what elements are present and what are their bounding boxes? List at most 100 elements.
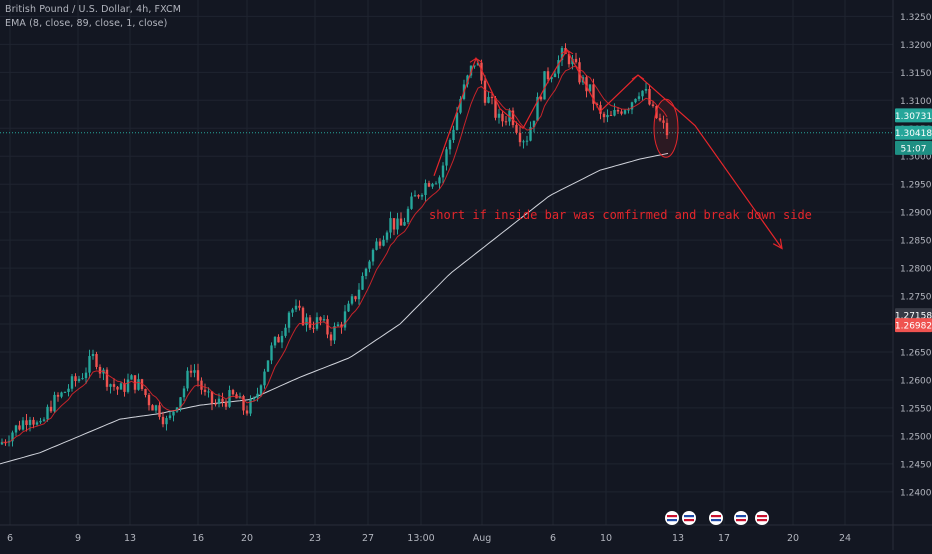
zigzag-pattern-line [433,48,783,249]
candle-body [424,183,427,195]
drawing-layer[interactable] [433,48,783,250]
peak-marker [469,57,483,63]
candle-body [637,96,641,99]
candle-body [81,378,84,380]
annotation-text[interactable]: short if inside bar was comfirmed and br… [429,208,812,222]
candle-body [242,396,245,411]
candle-body [266,360,270,372]
flag-stripe [757,519,767,522]
symbol-title[interactable]: British Pound / U.S. Dollar, 4h, FXCM [5,4,182,15]
price-badge-label: 1.30418 [895,129,932,139]
candle-body [336,324,340,327]
candle-body [252,397,256,400]
event-flag-icon[interactable] [709,511,723,525]
candle-body [350,296,354,304]
event-flag-icon[interactable] [734,511,748,525]
price-badge-label: 51:07 [901,144,927,154]
candle-body [123,383,126,392]
x-tick-label: 9 [75,533,81,544]
price-badge-label: 1.26982 [895,322,932,332]
y-tick-label: 1.31000 [900,97,932,107]
candle-body [546,71,550,80]
event-flag-icon[interactable] [665,511,679,525]
candle-body [137,379,140,390]
candle-body [354,296,357,300]
candle-body [165,418,168,425]
candle-body [343,311,347,328]
candle-body [147,394,151,406]
candle-body [508,110,511,122]
candle-body [308,317,312,328]
candle-body [53,394,56,412]
candle-body [529,127,532,141]
candle-body [609,114,613,116]
candle-body [196,370,200,381]
candle-body [333,326,336,341]
price-badge [895,125,932,140]
candle-body [403,222,406,226]
flag-stripe [667,519,677,522]
ema-fast-line [1,65,668,443]
candle-body [525,140,529,142]
candle-body [84,372,88,379]
y-tick-label: 1.28500 [900,237,932,247]
candle-body [154,405,158,411]
candle-body [186,370,189,389]
indicator-label[interactable]: EMA (8, close, 89, close, 1, close) [5,18,168,29]
y-tick-label: 1.25500 [900,404,932,414]
candle-body [91,353,95,357]
candle-body [518,132,522,143]
candle-body [203,389,207,392]
economic-events[interactable] [665,511,769,525]
candle-body [144,389,147,395]
y-tick-label: 1.27500 [900,293,932,303]
candle-body [168,415,172,419]
candle-body [557,60,560,74]
flag-stripe [736,519,746,522]
candle-body [189,370,193,373]
candle-body [662,120,665,123]
candle-body [273,336,277,346]
event-flag-icon[interactable] [682,511,696,525]
y-tick-label: 1.32000 [900,41,932,51]
candle-body [11,432,14,442]
candle-body [210,391,214,404]
candle-layer [0,43,669,447]
candle-body [235,394,238,399]
candle-body [553,73,557,78]
candle-body [476,62,480,66]
candle-body [151,405,154,411]
candle-body [74,376,77,382]
candle-body [158,405,161,417]
x-tick-label: 6 [550,533,556,544]
price-badge [895,318,932,333]
candle-body [35,422,39,425]
price-badge-label: 1.27158 [895,312,932,322]
event-flag-icon[interactable] [755,511,769,525]
candle-body [221,398,224,402]
price-badge [895,108,932,123]
candle-body [371,249,375,262]
peak-marker [560,49,574,55]
candle-body [399,218,403,226]
price-badge [895,140,932,155]
candle-body [473,65,476,67]
candle-body [326,319,329,335]
y-tick-label: 1.26500 [900,348,932,358]
candle-body [382,239,385,246]
candle-body [161,416,165,425]
candle-body [46,406,49,420]
candle-body [585,77,588,92]
candle-body [368,261,371,269]
candle-body [294,305,298,310]
x-tick-label: 20 [787,533,799,544]
candle-body [133,375,137,390]
x-tick-label: Aug [473,533,492,544]
candle-body [207,391,210,393]
candle-body [305,317,308,326]
y-tick-label: 1.24500 [900,460,932,470]
candle-body [67,388,70,392]
candle-body [49,406,53,412]
